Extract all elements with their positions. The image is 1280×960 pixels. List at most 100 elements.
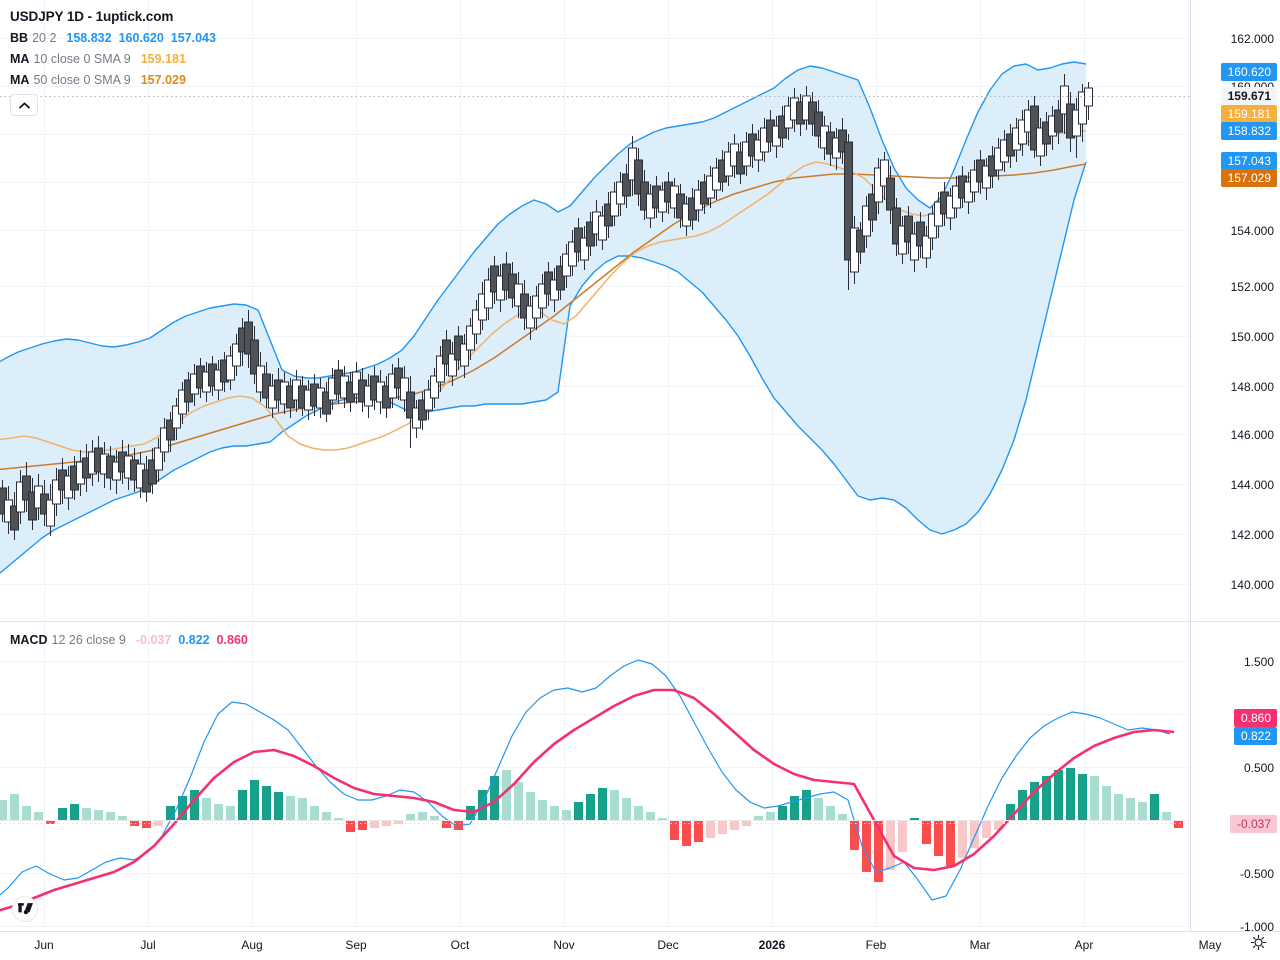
candle xyxy=(844,134,853,290)
candle xyxy=(466,318,475,360)
price-tick: 148.000 xyxy=(1230,380,1274,394)
legend-ma-50[interactable]: MA 50 close 0 SMA 9 157.029 xyxy=(10,69,223,90)
main-pane-legend: USDJPY 1D - 1uptick.com BB 20 2 158.832 … xyxy=(10,6,223,116)
last-price-badge[interactable]: 159.671 xyxy=(1220,87,1277,105)
macd-line-value: 0.822 xyxy=(178,632,210,647)
candle xyxy=(166,412,175,452)
candle xyxy=(424,380,433,420)
legend-macd[interactable]: MACD 12 26 close 9 -0.037 0.822 0.860 xyxy=(10,629,255,650)
bb-indicator-params: 20 2 xyxy=(32,30,57,45)
candle xyxy=(880,152,889,200)
candle xyxy=(436,346,445,392)
bb-lower-badge[interactable]: 157.043 xyxy=(1220,152,1277,170)
macd-signal-line xyxy=(0,688,1175,912)
candle xyxy=(922,226,931,268)
candle xyxy=(982,158,991,200)
symbol-title-row[interactable]: USDJPY 1D - 1uptick.com xyxy=(10,6,223,27)
macd-line xyxy=(0,659,1171,901)
candle xyxy=(1054,100,1063,144)
candle xyxy=(814,100,823,148)
bb-indicator-name: BB xyxy=(10,30,29,45)
macd-pane-series xyxy=(0,659,1190,912)
gear-icon[interactable] xyxy=(1248,932,1268,952)
bb-basis-badge[interactable]: 158.832 xyxy=(1220,122,1277,140)
time-tick: Sep xyxy=(345,938,367,952)
candle xyxy=(580,226,589,270)
candle xyxy=(52,468,61,516)
ma50-indicator-params: 50 close 0 SMA 9 xyxy=(33,72,131,87)
ma50-value: 157.029 xyxy=(140,72,186,87)
candle xyxy=(10,492,19,540)
candle xyxy=(460,334,469,378)
time-tick: Nov xyxy=(553,938,575,952)
bb-lower-value: 157.043 xyxy=(170,30,216,45)
macd-histogram-value: -0.037 xyxy=(135,632,172,647)
price-tick: 162.000 xyxy=(1230,32,1274,46)
candle xyxy=(556,256,565,300)
ma50-badge[interactable]: 157.029 xyxy=(1220,169,1277,187)
candle xyxy=(484,268,493,320)
candle xyxy=(250,326,259,384)
candle xyxy=(622,164,631,208)
macd-signal-badge[interactable]: 0.860 xyxy=(1233,709,1277,727)
ma10-indicator-name: MA xyxy=(10,51,30,66)
ma10-indicator-params: 10 close 0 SMA 9 xyxy=(33,51,131,66)
time-tick-year: 2026 xyxy=(758,938,786,952)
candle xyxy=(868,184,877,232)
candle xyxy=(472,300,481,344)
chevron-up-icon[interactable] xyxy=(10,94,38,116)
ma50-indicator-name: MA xyxy=(10,72,30,87)
bb-upper-value: 160.620 xyxy=(118,30,164,45)
macd-tick: 0.500 xyxy=(1243,761,1274,775)
time-tick: Aug xyxy=(241,938,263,952)
candle xyxy=(838,118,847,164)
macd-tick: -1.000 xyxy=(1239,920,1274,934)
legend-ma-10[interactable]: MA 10 close 0 SMA 9 159.181 xyxy=(10,48,223,69)
bb-upper-badge[interactable]: 160.620 xyxy=(1220,63,1277,81)
bb-basis-value: 158.832 xyxy=(66,30,112,45)
bb-upper-line xyxy=(0,61,1087,379)
macd-indicator-name: MACD xyxy=(10,632,48,647)
macd-line-badge[interactable]: 0.822 xyxy=(1233,727,1277,745)
legend-bollinger-bands[interactable]: BB 20 2 158.832 160.620 157.043 xyxy=(10,27,223,48)
main-pane-series xyxy=(0,61,1190,574)
candle xyxy=(232,334,241,376)
candle xyxy=(916,212,925,258)
price-tick: 154.000 xyxy=(1230,224,1274,238)
candle xyxy=(442,330,451,376)
time-tick: Jul xyxy=(140,938,156,952)
candle xyxy=(1060,74,1069,134)
macd-signal-value: 0.860 xyxy=(216,632,248,647)
price-tick: 142.000 xyxy=(1230,528,1274,542)
candle xyxy=(22,462,31,512)
candle xyxy=(568,230,577,276)
candle xyxy=(448,342,457,386)
ma10-badge[interactable]: 159.181 xyxy=(1220,105,1277,123)
candle xyxy=(244,310,253,368)
macd-hist-badge[interactable]: -0.037 xyxy=(1229,815,1277,833)
time-tick: Jun xyxy=(34,938,54,952)
price-tick: 150.000 xyxy=(1230,330,1274,344)
price-tick: 144.000 xyxy=(1230,478,1274,492)
bb-lower-line xyxy=(0,161,1087,574)
tradingview-logo-icon[interactable] xyxy=(12,896,38,922)
candle xyxy=(634,148,643,206)
candle xyxy=(148,448,157,494)
candle xyxy=(904,206,913,254)
candle xyxy=(226,346,235,390)
symbol-title: USDJPY 1D - 1uptick.com xyxy=(10,9,174,24)
time-tick: Mar xyxy=(969,938,991,952)
macd-tick: -0.500 xyxy=(1239,867,1274,881)
time-tick: May xyxy=(1198,938,1222,952)
time-tick: Oct xyxy=(450,938,470,952)
candle xyxy=(598,206,607,250)
candle xyxy=(886,166,895,224)
candlestick-series xyxy=(0,74,1093,540)
candle xyxy=(862,196,871,248)
candle xyxy=(856,222,865,264)
macd-pane-legend: MACD 12 26 close 9 -0.037 0.822 0.860 xyxy=(10,629,255,650)
price-tick: 152.000 xyxy=(1230,280,1274,294)
ma10-value: 159.181 xyxy=(140,51,186,66)
